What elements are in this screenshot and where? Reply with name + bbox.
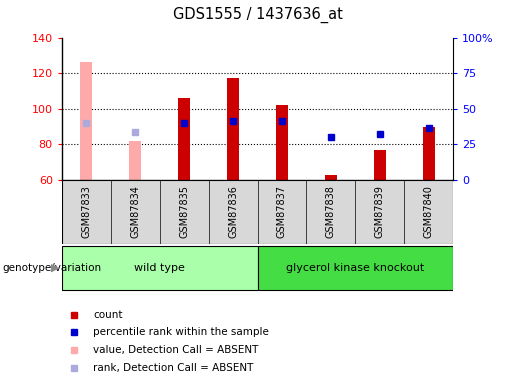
Bar [129,141,141,180]
Bar [80,62,92,180]
Text: GSM87839: GSM87839 [375,186,385,238]
Text: GSM87840: GSM87840 [424,186,434,238]
Bar [423,127,435,180]
Text: GSM87835: GSM87835 [179,185,189,238]
Text: glycerol kinase knockout: glycerol kinase knockout [286,263,424,273]
Bar [276,105,288,180]
Text: GSM87836: GSM87836 [228,186,238,238]
Text: GSM87837: GSM87837 [277,185,287,238]
Text: percentile rank within the sample: percentile rank within the sample [93,327,269,337]
Text: genotype/variation: genotype/variation [3,263,101,273]
FancyBboxPatch shape [62,246,258,290]
Text: value, Detection Call = ABSENT: value, Detection Call = ABSENT [93,345,259,354]
Text: GSM87838: GSM87838 [326,186,336,238]
FancyBboxPatch shape [258,246,453,290]
Text: count: count [93,310,123,320]
Bar [227,78,239,180]
Text: GSM87833: GSM87833 [81,186,91,238]
FancyBboxPatch shape [62,180,453,244]
Bar [178,98,190,180]
Text: ▶: ▶ [51,263,59,273]
Text: wild type: wild type [134,263,185,273]
Text: GDS1555 / 1437636_at: GDS1555 / 1437636_at [173,7,342,23]
Text: rank, Detection Call = ABSENT: rank, Detection Call = ABSENT [93,363,253,372]
Text: GSM87834: GSM87834 [130,186,140,238]
Bar [325,175,337,180]
Bar [374,150,386,180]
